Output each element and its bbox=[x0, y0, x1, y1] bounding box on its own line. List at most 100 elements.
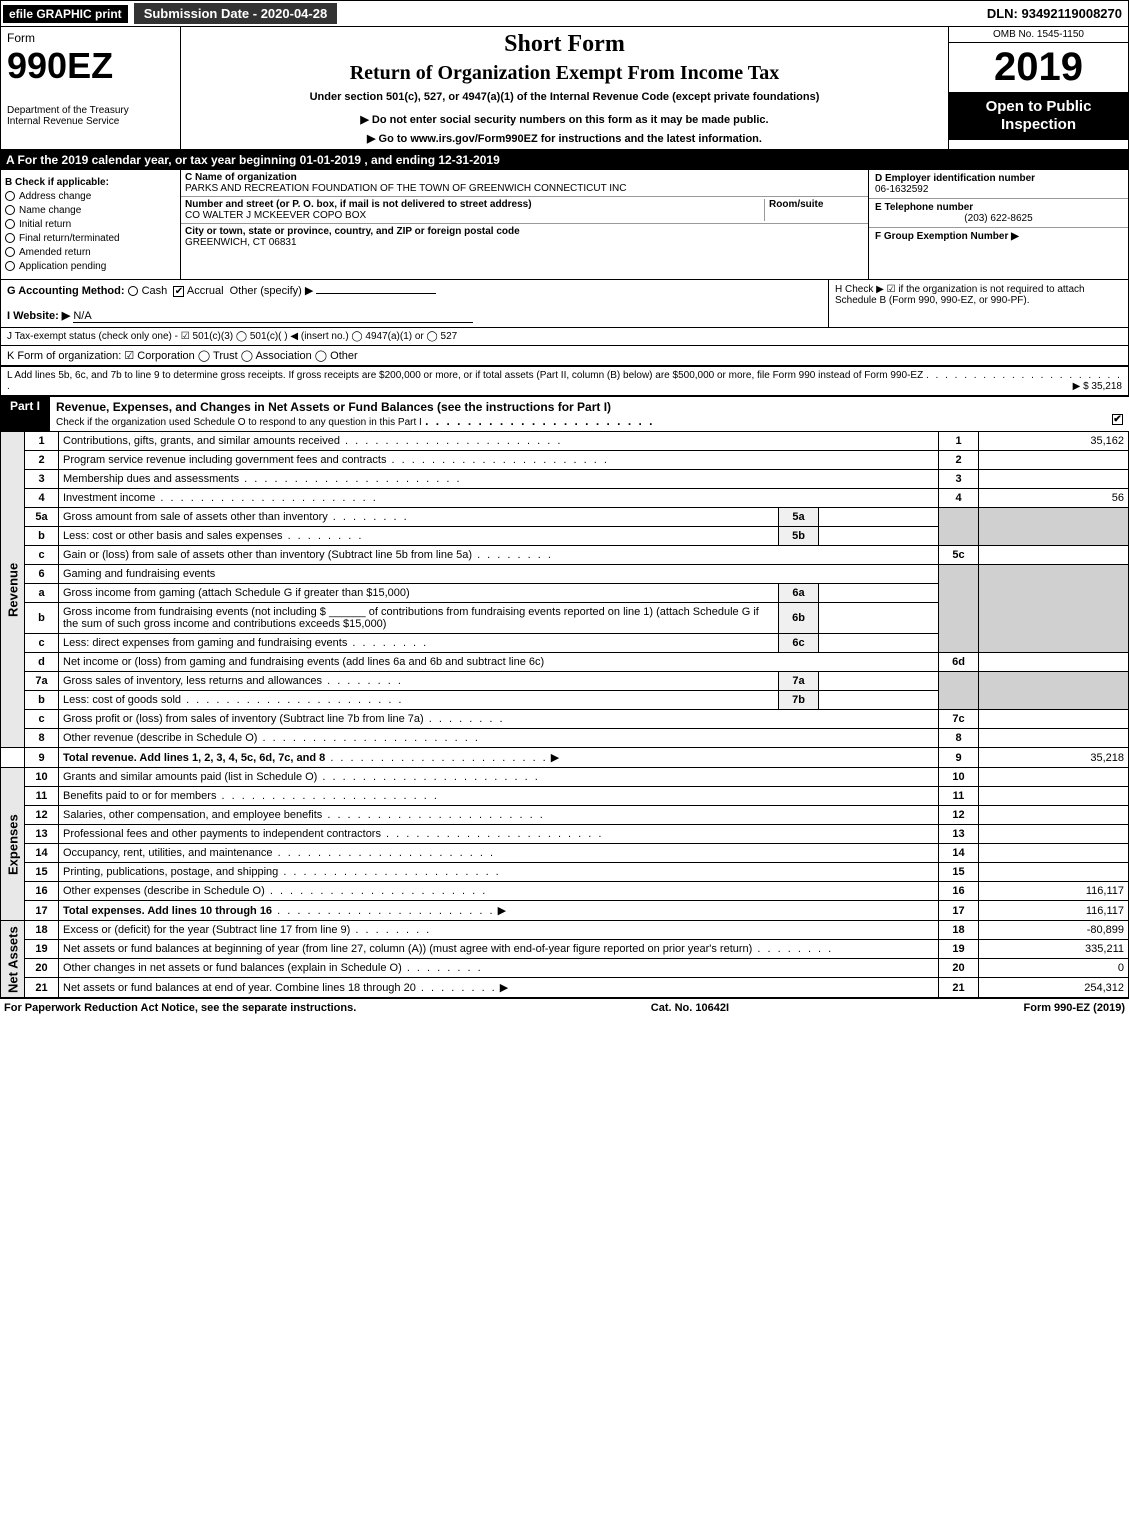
check-address-change[interactable]: Address change bbox=[5, 191, 176, 202]
check-amended-return[interactable]: Amended return bbox=[5, 247, 176, 258]
checkbox-icon[interactable] bbox=[173, 286, 184, 297]
line-18-num: 18 bbox=[25, 921, 59, 940]
line-1-desc: Contributions, gifts, grants, and simila… bbox=[59, 432, 939, 451]
k-form-org: K Form of organization: ☑ Corporation ◯ … bbox=[7, 349, 358, 362]
line-4-val: 56 bbox=[979, 489, 1129, 508]
check-final-return[interactable]: Final return/terminated bbox=[5, 233, 176, 244]
line-19-num: 19 bbox=[25, 940, 59, 959]
line-5c-val bbox=[979, 546, 1129, 565]
box-g-h: G Accounting Method: Cash Accrual Other … bbox=[0, 280, 1129, 328]
line-9-desc: Total revenue. Add lines 1, 2, 3, 4, 5c,… bbox=[59, 748, 939, 768]
line-17-val: 116,117 bbox=[979, 901, 1129, 921]
line-8-num: 8 bbox=[25, 729, 59, 748]
line-16-num: 16 bbox=[25, 882, 59, 901]
line-6d-num: d bbox=[25, 653, 59, 672]
line-2-val bbox=[979, 451, 1129, 470]
line-6b-subval bbox=[819, 603, 939, 634]
line-9-refnum: 9 bbox=[939, 748, 979, 768]
j-tax-exempt: J Tax-exempt status (check only one) - ☑… bbox=[7, 331, 457, 342]
line-19-refnum: 19 bbox=[939, 940, 979, 959]
checkbox-icon[interactable] bbox=[1112, 414, 1123, 425]
form-word: Form bbox=[7, 31, 174, 45]
line-8-val bbox=[979, 729, 1129, 748]
line-20-desc: Other changes in net assets or fund bala… bbox=[59, 959, 939, 978]
l-amount: ▶ $ 35,218 bbox=[1073, 381, 1122, 392]
line-13-val bbox=[979, 825, 1129, 844]
c-room-label: Room/suite bbox=[769, 199, 823, 210]
line-7c-num: c bbox=[25, 710, 59, 729]
line-13-desc: Professional fees and other payments to … bbox=[59, 825, 939, 844]
line-14-num: 14 bbox=[25, 844, 59, 863]
line-6d-val bbox=[979, 653, 1129, 672]
line-21-val: 254,312 bbox=[979, 978, 1129, 998]
line-17-desc: Total expenses. Add lines 10 through 16 bbox=[59, 901, 939, 921]
line-7a-subnum: 7a bbox=[779, 672, 819, 691]
line-7c-refnum: 7c bbox=[939, 710, 979, 729]
check-name-change[interactable]: Name change bbox=[5, 205, 176, 216]
f-group-label: F Group Exemption Number ▶ bbox=[875, 231, 1019, 242]
box-d-e-f: D Employer identification number 06-1632… bbox=[868, 170, 1128, 279]
side-expenses: Expenses bbox=[1, 768, 25, 921]
line-11-val bbox=[979, 787, 1129, 806]
box-j: J Tax-exempt status (check only one) - ☑… bbox=[0, 328, 1129, 346]
line-2-num: 2 bbox=[25, 451, 59, 470]
dots-icon bbox=[425, 414, 654, 428]
line-20-refnum: 20 bbox=[939, 959, 979, 978]
info-block: B Check if applicable: Address change Na… bbox=[0, 170, 1129, 280]
form-title: Short Form bbox=[185, 31, 944, 58]
e-phone-value: (203) 622-8625 bbox=[875, 213, 1122, 224]
box-l: L Add lines 5b, 6c, and 7b to line 9 to … bbox=[0, 367, 1129, 396]
opt-application-pending: Application pending bbox=[19, 261, 106, 272]
line-6b-num: b bbox=[25, 603, 59, 634]
check-initial-return[interactable]: Initial return bbox=[5, 219, 176, 230]
line-3-val bbox=[979, 470, 1129, 489]
line-18-val: -80,899 bbox=[979, 921, 1129, 940]
tax-year: 2019 bbox=[949, 43, 1128, 92]
part-i-label: Part I bbox=[0, 396, 50, 431]
line-17-refnum: 17 bbox=[939, 901, 979, 921]
line-6a-subval bbox=[819, 584, 939, 603]
check-application-pending[interactable]: Application pending bbox=[5, 261, 176, 272]
line-4-refnum: 4 bbox=[939, 489, 979, 508]
line-15-num: 15 bbox=[25, 863, 59, 882]
org-street: CO WALTER J MCKEEVER COPO BOX bbox=[185, 210, 366, 221]
line-9-num: 9 bbox=[25, 748, 59, 768]
header-right: OMB No. 1545-1150 2019 Open to Public In… bbox=[948, 27, 1128, 149]
form-number: 990EZ bbox=[7, 45, 174, 87]
line-11-desc: Benefits paid to or for members bbox=[59, 787, 939, 806]
dept-text: Department of the Treasury bbox=[7, 105, 129, 116]
header-left: Form 990EZ Department of the Treasury In… bbox=[1, 27, 181, 149]
department: Department of the Treasury Internal Reve… bbox=[7, 105, 174, 127]
line-3-refnum: 3 bbox=[939, 470, 979, 489]
box-g: G Accounting Method: Cash Accrual Other … bbox=[1, 280, 828, 327]
line-11-refnum: 11 bbox=[939, 787, 979, 806]
line-2-desc: Program service revenue including govern… bbox=[59, 451, 939, 470]
line-10-refnum: 10 bbox=[939, 768, 979, 787]
radio-icon[interactable] bbox=[128, 286, 138, 296]
efile-print-button[interactable]: efile GRAPHIC print bbox=[3, 5, 128, 23]
c-name-label: C Name of organization bbox=[185, 172, 297, 183]
line-10-num: 10 bbox=[25, 768, 59, 787]
line-10-val bbox=[979, 768, 1129, 787]
part-i-title-text: Revenue, Expenses, and Changes in Net As… bbox=[56, 400, 611, 414]
line-5a-num: 5a bbox=[25, 508, 59, 527]
line-6a-subnum: 6a bbox=[779, 584, 819, 603]
box-c: C Name of organization PARKS AND RECREAT… bbox=[181, 170, 868, 279]
form-header: Form 990EZ Department of the Treasury In… bbox=[0, 27, 1129, 150]
e-phone-label: E Telephone number bbox=[875, 202, 973, 213]
line-1-val: 35,162 bbox=[979, 432, 1129, 451]
line-21-desc: Net assets or fund balances at end of ye… bbox=[59, 978, 939, 998]
d-ein-value: 06-1632592 bbox=[875, 184, 928, 195]
goto-link[interactable]: ▶ Go to www.irs.gov/Form990EZ for instru… bbox=[185, 132, 944, 145]
line-12-val bbox=[979, 806, 1129, 825]
line-21-refnum: 21 bbox=[939, 978, 979, 998]
part-i-check-note: Check if the organization used Schedule … bbox=[56, 417, 422, 428]
i-label: I Website: ▶ bbox=[7, 310, 70, 322]
line-3-desc: Membership dues and assessments bbox=[59, 470, 939, 489]
line-9-val: 35,218 bbox=[979, 748, 1129, 768]
footer-left: For Paperwork Reduction Act Notice, see … bbox=[4, 1002, 356, 1014]
line-5a-subval bbox=[819, 508, 939, 527]
g-other-input[interactable] bbox=[316, 293, 436, 294]
submission-date: Submission Date - 2020-04-28 bbox=[134, 3, 338, 24]
line-15-refnum: 15 bbox=[939, 863, 979, 882]
